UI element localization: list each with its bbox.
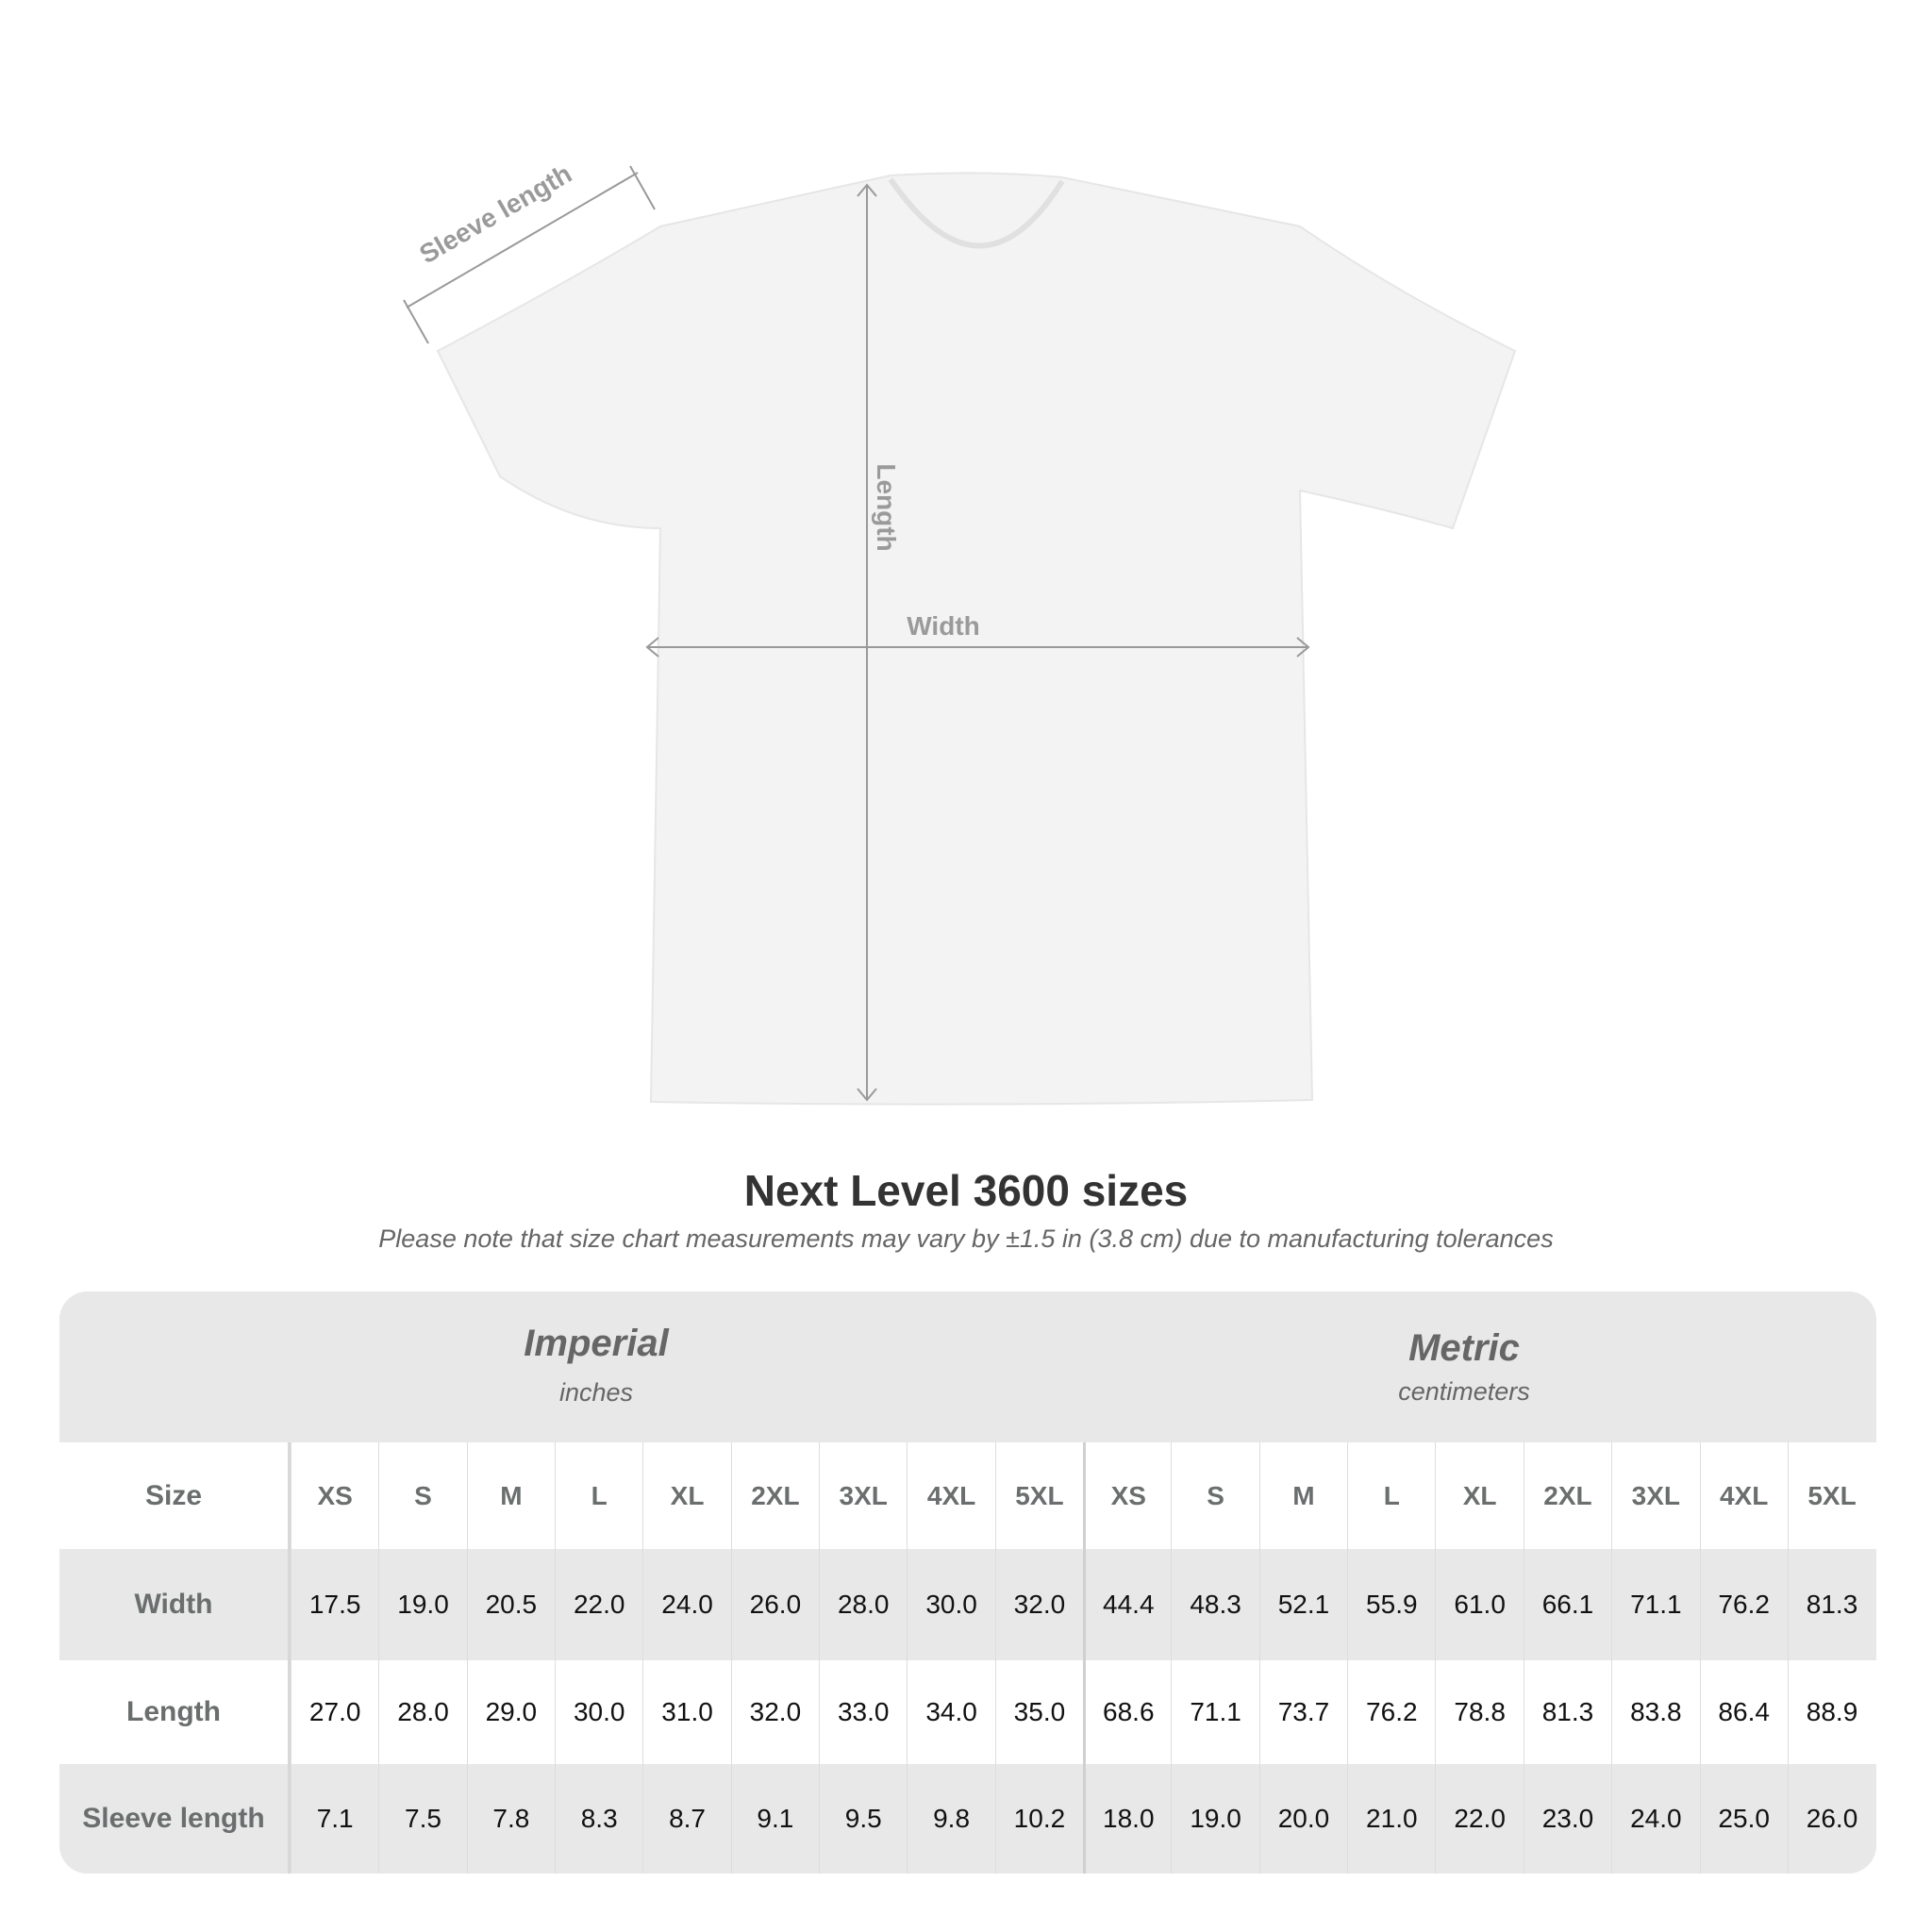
imperial-value-cell: 28.0 (378, 1660, 466, 1764)
size-header-metric: 3XL (1611, 1442, 1699, 1549)
size-header-metric: 4XL (1699, 1442, 1788, 1549)
metric-value-cell: 44.4 (1083, 1549, 1171, 1660)
imperial-value-cell: 35.0 (994, 1660, 1083, 1764)
imperial-value-cell: 10.2 (994, 1764, 1083, 1874)
metric-value-cell: 81.3 (1523, 1660, 1611, 1764)
size-label: Size (59, 1442, 291, 1549)
imperial-value-cell: 9.5 (819, 1764, 907, 1874)
table-row: Sleeve length 7.1 7.5 7.8 8.3 8.7 9.1 9.5 9.8 10.… (59, 1764, 1876, 1874)
size-header-metric: XS (1083, 1442, 1171, 1549)
imperial-value-cell: 31.0 (642, 1660, 730, 1764)
imperial-value-cell: 33.0 (819, 1660, 907, 1764)
imperial-title: Imperial (524, 1323, 669, 1364)
imperial-value-cell: 32.0 (994, 1549, 1083, 1660)
metric-value-cell: 88.9 (1787, 1660, 1875, 1764)
size-header-row: Size XS S M L XL 2XL 3XL 4XL 5XL XS S M L XL 2XL 3XL 4XL 5… (59, 1442, 1876, 1549)
metric-value-cell: 26.0 (1787, 1764, 1875, 1874)
imperial-value-cell: 26.0 (730, 1549, 819, 1660)
imperial-value-cell: 30.0 (907, 1549, 994, 1660)
size-header-imperial: L (555, 1442, 642, 1549)
sleeve-arrow (406, 172, 639, 308)
metric-value-cell: 83.8 (1611, 1660, 1699, 1764)
metric-value-cell: 86.4 (1699, 1660, 1788, 1764)
metric-value-cell: 23.0 (1523, 1764, 1611, 1874)
imperial-value-cell: 24.0 (642, 1549, 730, 1660)
metric-value-cell: 20.0 (1258, 1764, 1347, 1874)
metric-unit: centimeters (1398, 1377, 1530, 1406)
metric-value-cell: 21.0 (1347, 1764, 1435, 1874)
tshirt-diagram: Sleeve length Length Width (403, 158, 1517, 1106)
imperial-value-cell: 34.0 (907, 1660, 994, 1764)
metric-value-cell: 76.2 (1347, 1660, 1435, 1764)
metric-value-cell: 81.3 (1787, 1549, 1875, 1660)
imperial-value-cell: 7.8 (466, 1764, 555, 1874)
metric-value-cell: 68.6 (1083, 1660, 1171, 1764)
row-label: Sleeve length (59, 1764, 291, 1874)
imperial-value-cell: 32.0 (730, 1660, 819, 1764)
metric-value-cell: 52.1 (1258, 1549, 1347, 1660)
size-header-imperial: S (378, 1442, 466, 1549)
metric-value-cell: 66.1 (1523, 1549, 1611, 1660)
size-header-imperial: XS (291, 1442, 378, 1549)
table-row: Length 27.0 28.0 29.0 30.0 31.0 32.0 33.0 34.0 35… (59, 1660, 1876, 1764)
size-header-metric: 5XL (1787, 1442, 1875, 1549)
imperial-value-cell: 8.3 (555, 1764, 642, 1874)
row-label: Length (59, 1660, 291, 1764)
metric-value-cell: 78.8 (1435, 1660, 1523, 1764)
size-header-metric: L (1347, 1442, 1435, 1549)
imperial-value-cell: 28.0 (819, 1549, 907, 1660)
size-header-metric: S (1171, 1442, 1258, 1549)
imperial-unit: inches (558, 1378, 634, 1407)
metric-value-cell: 71.1 (1611, 1549, 1699, 1660)
page-title: Next Level 3600 sizes (743, 1166, 1189, 1215)
metric-value-cell: 19.0 (1171, 1764, 1258, 1874)
imperial-value-cell: 30.0 (555, 1660, 642, 1764)
size-table: Imperial inches Metric centimeters Size X… (59, 1291, 1876, 1874)
metric-value-cell: 22.0 (1435, 1764, 1523, 1874)
metric-value-cell: 71.1 (1171, 1660, 1258, 1764)
length-label: Length (872, 463, 901, 551)
sleeve-length-label: Sleeve length (414, 158, 576, 269)
tshirt-image (436, 172, 1517, 1106)
metric-header: Metric centimeters (1275, 1327, 1653, 1407)
size-header-imperial: 4XL (907, 1442, 994, 1549)
row-label: Width (59, 1549, 291, 1660)
metric-value-cell: 18.0 (1083, 1764, 1171, 1874)
imperial-value-cell: 17.5 (291, 1549, 378, 1660)
size-header-metric: XL (1435, 1442, 1523, 1549)
size-header-imperial: 2XL (730, 1442, 819, 1549)
imperial-value-cell: 7.5 (378, 1764, 466, 1874)
metric-value-cell: 55.9 (1347, 1549, 1435, 1660)
imperial-value-cell: 9.1 (730, 1764, 819, 1874)
size-header-imperial: 3XL (819, 1442, 907, 1549)
table-row: Width 17.5 19.0 20.5 22.0 24.0 26.0 28.0 30.0 32.… (59, 1549, 1876, 1660)
imperial-value-cell: 29.0 (466, 1660, 555, 1764)
unit-header-band (59, 1291, 1876, 1442)
imperial-value-cell: 9.8 (907, 1764, 994, 1874)
metric-value-cell: 24.0 (1611, 1764, 1699, 1874)
size-header-imperial: M (466, 1442, 555, 1549)
size-header-imperial: 5XL (994, 1442, 1083, 1549)
metric-value-cell: 61.0 (1435, 1549, 1523, 1660)
imperial-value-cell: 27.0 (291, 1660, 378, 1764)
size-header-imperial: XL (642, 1442, 730, 1549)
tshirt-collar (888, 177, 1065, 249)
imperial-value-cell: 8.7 (642, 1764, 730, 1874)
imperial-value-cell: 19.0 (378, 1549, 466, 1660)
metric-value-cell: 48.3 (1171, 1549, 1258, 1660)
tolerance-note: Please note that size chart measurements… (378, 1224, 1554, 1253)
size-header-metric: M (1258, 1442, 1347, 1549)
imperial-value-cell: 20.5 (466, 1549, 555, 1660)
metric-value-cell: 73.7 (1258, 1660, 1347, 1764)
size-header-metric: 2XL (1523, 1442, 1611, 1549)
metric-value-cell: 25.0 (1699, 1764, 1788, 1874)
imperial-value-cell: 7.1 (291, 1764, 378, 1874)
imperial-header: Imperial inches (408, 1323, 785, 1407)
imperial-value-cell: 22.0 (555, 1549, 642, 1660)
metric-title: Metric (1408, 1327, 1520, 1369)
metric-value-cell: 76.2 (1699, 1549, 1788, 1660)
width-label: Width (907, 611, 980, 641)
